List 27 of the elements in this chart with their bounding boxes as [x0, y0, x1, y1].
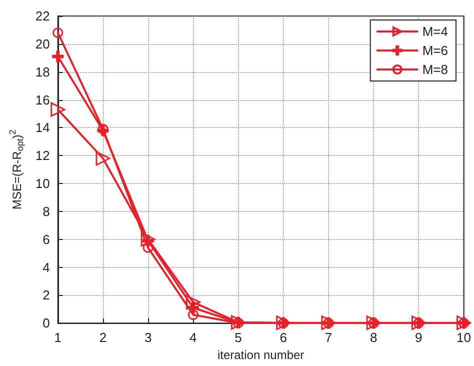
- y-tick-label: 16: [35, 92, 50, 108]
- y-tick-label: 6: [42, 232, 50, 247]
- x-tick-label: 6: [280, 330, 287, 346]
- x-tick-label: 3: [144, 330, 152, 346]
- y-tick-label: 10: [35, 176, 50, 192]
- y-tick-label: 2: [42, 288, 50, 303]
- x-tick-label: 1: [54, 330, 62, 346]
- y-tick-label: 18: [35, 64, 50, 80]
- legend-label: M=6: [422, 43, 448, 58]
- y-tick-label: 4: [42, 260, 50, 275]
- legend-label: M=8: [422, 62, 448, 77]
- y-tick-label: 22: [35, 8, 50, 24]
- x-tick-label: 9: [415, 330, 422, 346]
- y-tick-label: 14: [35, 120, 50, 136]
- x-tick-label: 8: [370, 330, 378, 346]
- y-tick-label: 8: [42, 204, 50, 219]
- x-tick-label: 5: [234, 330, 242, 346]
- x-tick-label: 7: [324, 330, 332, 346]
- y-tick-label: 20: [35, 36, 50, 52]
- x-tick-label: 2: [99, 330, 107, 346]
- y-tick-label: 12: [35, 148, 50, 164]
- x-axis-title: iteration number: [217, 348, 304, 362]
- y-tick-label: 0: [42, 316, 50, 331]
- y-axis-title: MSE=(R-Ropt)2: [8, 130, 25, 210]
- legend-label: M=4: [422, 24, 448, 39]
- x-tick-label: 10: [456, 330, 472, 346]
- x-tick-label: 4: [190, 330, 197, 346]
